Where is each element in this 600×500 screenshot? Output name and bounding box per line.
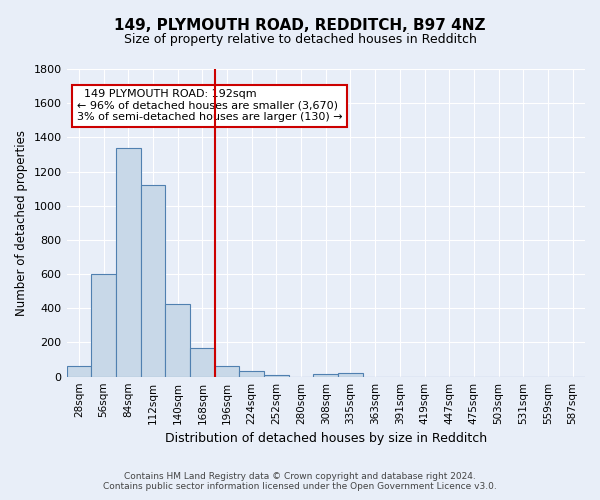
Bar [165,304,190,376]
X-axis label: Distribution of detached houses by size in Redditch: Distribution of detached houses by size … [165,432,487,445]
Text: Contains public sector information licensed under the Open Government Licence v3: Contains public sector information licen… [103,482,497,491]
Bar [338,374,363,376]
Bar [190,348,215,376]
Bar [67,366,91,376]
Bar [215,366,239,376]
Bar [91,274,116,376]
Text: Size of property relative to detached houses in Redditch: Size of property relative to detached ho… [124,32,476,46]
Bar [140,185,165,376]
Bar [239,370,264,376]
Bar [313,374,338,376]
Bar [264,375,289,376]
Text: 149 PLYMOUTH ROAD: 192sqm
← 96% of detached houses are smaller (3,670)
3% of sem: 149 PLYMOUTH ROAD: 192sqm ← 96% of detac… [77,89,343,122]
Text: 149, PLYMOUTH ROAD, REDDITCH, B97 4NZ: 149, PLYMOUTH ROAD, REDDITCH, B97 4NZ [114,18,486,32]
Bar [116,148,140,376]
Text: Contains HM Land Registry data © Crown copyright and database right 2024.: Contains HM Land Registry data © Crown c… [124,472,476,481]
Y-axis label: Number of detached properties: Number of detached properties [15,130,28,316]
